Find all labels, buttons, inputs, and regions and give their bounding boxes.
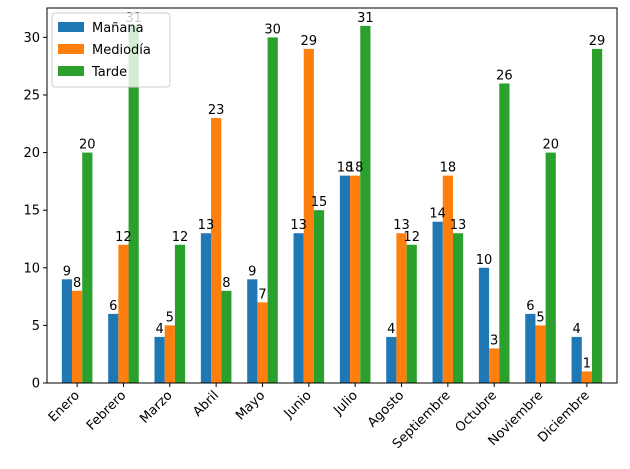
plot-frame xyxy=(46,7,618,384)
legend-swatch xyxy=(58,66,84,76)
bar-value-label: 18 xyxy=(440,161,457,176)
bar-value-label: 13 xyxy=(393,218,410,233)
bar-value-label: 4 xyxy=(155,322,163,337)
x-tick-label: Abril xyxy=(190,388,222,420)
bar-value-label: 13 xyxy=(290,218,307,233)
bar-manana xyxy=(386,336,397,383)
bar-tarde xyxy=(174,244,186,383)
bar-manana xyxy=(247,279,258,383)
bar-value-label: 6 xyxy=(526,299,534,314)
bar-value-label: 14 xyxy=(429,207,446,222)
bar-mediodia xyxy=(396,233,407,383)
bar-value-label: 9 xyxy=(248,264,256,279)
bar-tarde xyxy=(221,290,232,383)
bar-tarde xyxy=(499,83,510,384)
x-tick-label: Febrero xyxy=(84,388,129,433)
bar-value-label: 12 xyxy=(403,230,420,245)
bar-mediodia xyxy=(581,371,592,383)
bar-value-label: 23 xyxy=(208,103,225,118)
x-tick-label: Julio xyxy=(330,388,361,419)
bar-value-label: 12 xyxy=(172,230,189,245)
y-tick-label: 0 xyxy=(32,377,40,392)
bar-mediodia xyxy=(211,118,222,384)
bar-value-label: 4 xyxy=(573,322,581,337)
bar-value-label: 8 xyxy=(222,276,230,291)
bar-tarde xyxy=(591,48,603,384)
x-tick-label: Marzo xyxy=(137,388,175,426)
bar-mediodia xyxy=(257,302,268,383)
y-tick-label: 5 xyxy=(32,319,40,334)
legend: Mañana Mediodía Tarde xyxy=(51,12,171,88)
bar-tarde xyxy=(406,244,417,383)
legend-swatch xyxy=(58,22,84,32)
legend-swatch xyxy=(58,44,84,54)
bar-manana xyxy=(108,313,119,383)
bar-value-label: 3 xyxy=(490,333,498,348)
bar-mediodia xyxy=(489,348,500,383)
bar-value-label: 18 xyxy=(337,161,354,176)
bar-value-label: 26 xyxy=(496,68,513,83)
bar-value-label: 12 xyxy=(115,230,132,245)
bar-manana xyxy=(478,267,490,383)
bar-manana xyxy=(293,233,304,383)
bar-mediodia xyxy=(535,325,546,383)
x-tick-label: Octubre xyxy=(453,388,500,435)
bar-mediodia xyxy=(350,175,361,383)
x-tick-label: Enero xyxy=(46,388,83,425)
bar-tarde xyxy=(82,152,93,383)
bar-tarde xyxy=(128,25,139,384)
bar-manana xyxy=(154,336,165,383)
bar-value-label: 8 xyxy=(73,276,81,291)
bar-mediodia xyxy=(72,290,83,383)
legend-label: Tarde xyxy=(91,65,127,80)
legend-label: Mañana xyxy=(92,21,144,36)
bar-value-label: 18 xyxy=(347,161,364,176)
bar-value-label: 13 xyxy=(450,218,467,233)
bar-mediodia xyxy=(303,48,314,384)
y-tick-label: 20 xyxy=(23,146,40,161)
bar-value-label: 6 xyxy=(109,299,117,314)
bar-manana xyxy=(200,233,212,383)
bar-manana xyxy=(339,175,351,383)
bar-value-label: 7 xyxy=(258,287,266,302)
bar-mediodia xyxy=(442,175,453,383)
bar-value-label: 13 xyxy=(198,218,215,233)
y-tick-label: 25 xyxy=(23,88,40,103)
bar-value-label: 10 xyxy=(476,253,493,268)
bar-value-label: 29 xyxy=(301,34,318,49)
bar-tarde xyxy=(452,233,464,383)
y-tick-label: 15 xyxy=(23,204,40,219)
y-tick-label: 10 xyxy=(23,261,40,276)
bar-tarde xyxy=(267,37,278,383)
bar-mediodia xyxy=(118,244,129,383)
x-tick-label: Agosto xyxy=(365,388,407,430)
bar-mediodia xyxy=(164,325,175,383)
bar-value-label: 30 xyxy=(264,22,281,37)
bar-value-label: 31 xyxy=(357,11,374,26)
bar-manana xyxy=(525,313,536,383)
bar-value-label: 20 xyxy=(79,138,96,153)
bar-tarde xyxy=(545,152,556,383)
bar-value-label: 20 xyxy=(542,138,559,153)
bar-value-label: 5 xyxy=(536,310,544,325)
y-tick-label: 30 xyxy=(23,31,40,46)
x-tick-label: Mayo xyxy=(233,388,268,423)
bar-value-label: 4 xyxy=(387,322,395,337)
bar-value-label: 1 xyxy=(583,356,591,371)
bar-value-label: 15 xyxy=(311,195,328,210)
bar-manana xyxy=(571,336,582,383)
bar-manana xyxy=(432,221,443,383)
bar-value-label: 29 xyxy=(589,34,606,49)
bar-tarde xyxy=(313,210,325,383)
x-tick-label: Junio xyxy=(281,388,315,422)
bar-value-label: 5 xyxy=(166,310,174,325)
bar-manana xyxy=(61,279,73,383)
bars-layer xyxy=(61,25,603,384)
bar-tarde xyxy=(360,25,371,384)
legend-label: Mediodía xyxy=(92,43,151,58)
bar-value-label: 9 xyxy=(63,264,71,279)
